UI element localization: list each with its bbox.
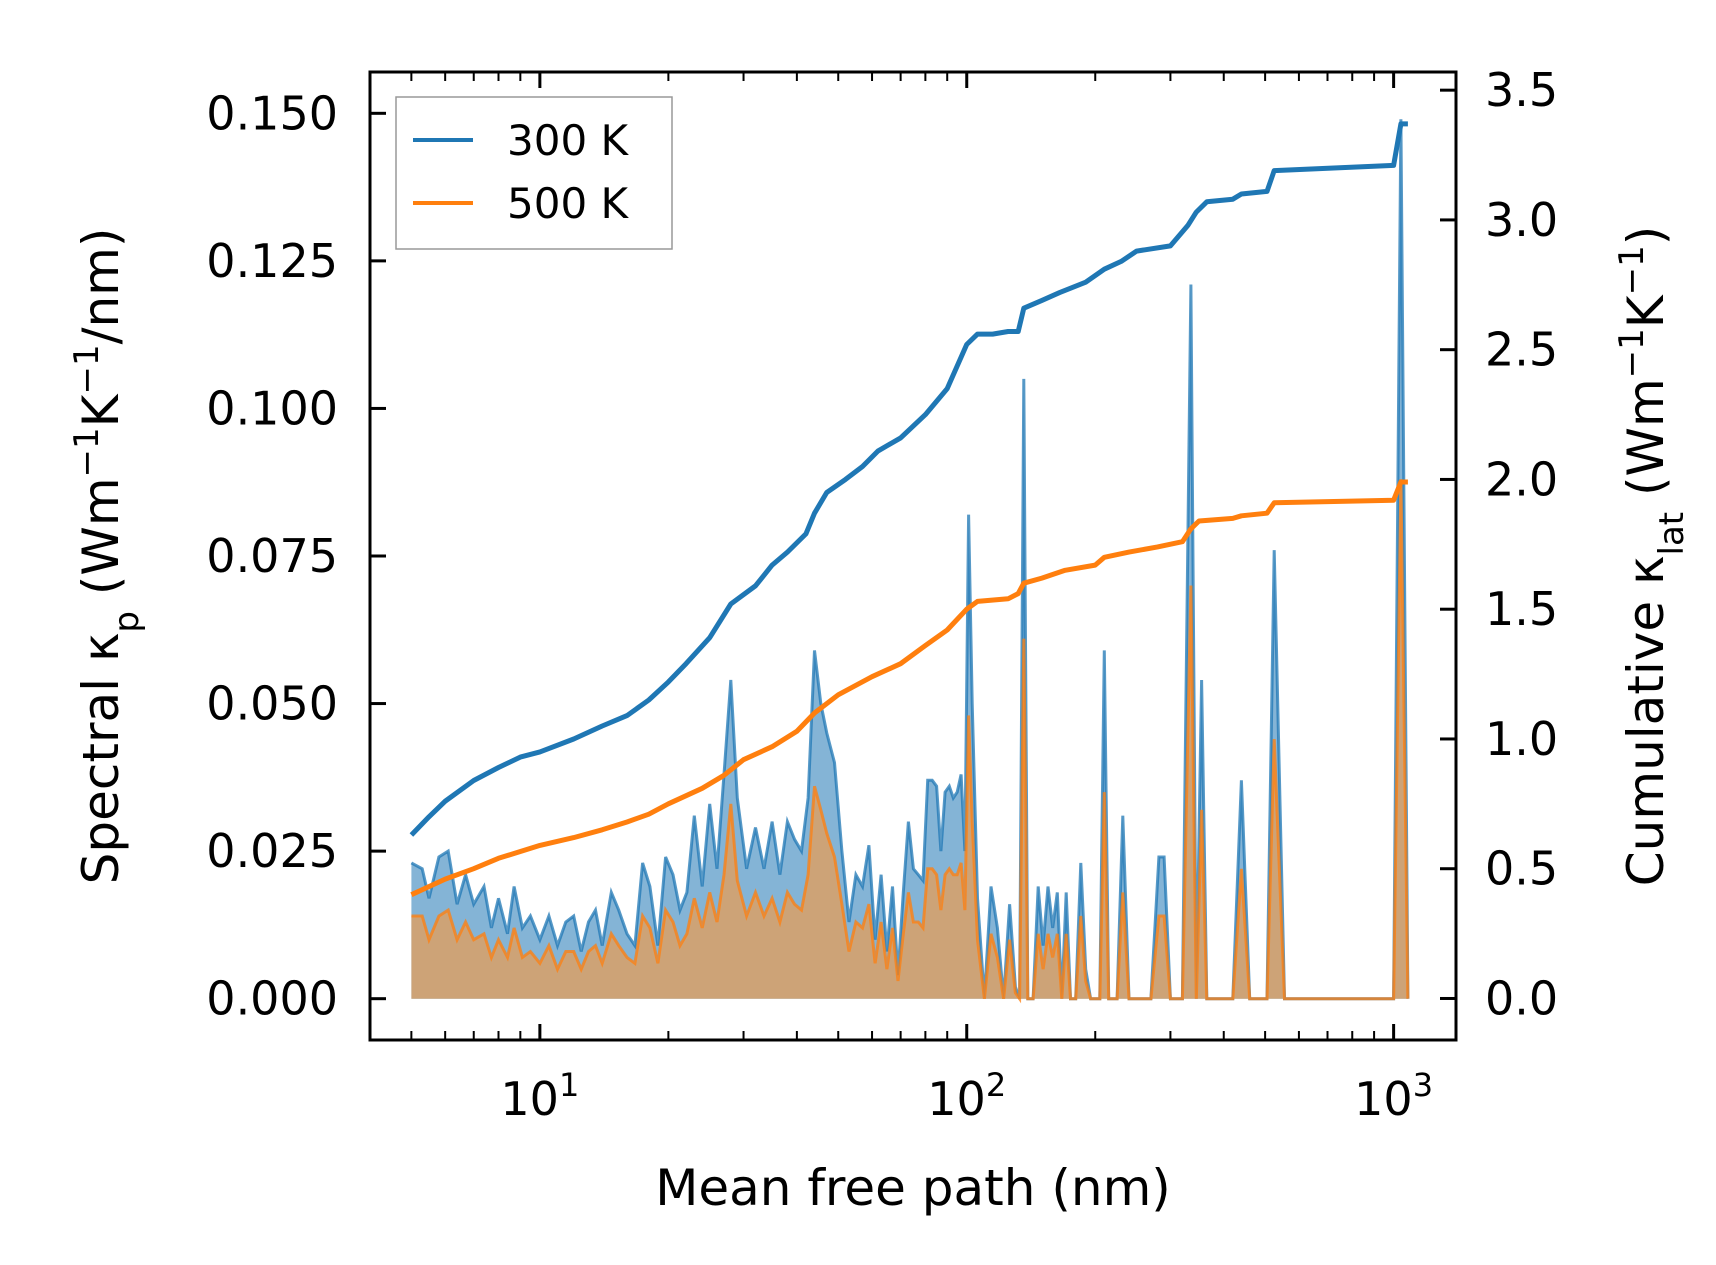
y-right-tick-label: 0.0 bbox=[1485, 971, 1558, 1025]
y-left-tick-label: 0.125 bbox=[206, 234, 338, 288]
cumulative-line-300k bbox=[409, 121, 1408, 837]
y-right-tick-label: 3.5 bbox=[1485, 63, 1558, 117]
y-left-tick-label: 0.025 bbox=[206, 824, 338, 878]
spectral-fills bbox=[410, 119, 1410, 1004]
legend-box bbox=[395, 96, 673, 250]
y-right-tick-label: 2.5 bbox=[1485, 323, 1558, 377]
cumulative-line-500k bbox=[410, 479, 1408, 897]
x-axis-label: Mean free path (nm) bbox=[655, 1159, 1171, 1217]
y-left-tick-label: 0.075 bbox=[206, 529, 338, 583]
legend-label-500k: 500 K bbox=[507, 179, 630, 228]
y-right-tick-label: 1.0 bbox=[1485, 712, 1558, 766]
y-left-tick-label: 0.100 bbox=[206, 381, 338, 435]
y-right-tick-label: 1.5 bbox=[1485, 582, 1558, 636]
spectral-area-300k bbox=[411, 119, 1408, 999]
plot-area bbox=[409, 119, 1410, 1004]
x-tick-label: 103 bbox=[1354, 1066, 1433, 1126]
spectral-line-500k bbox=[411, 479, 1410, 1004]
data-lines bbox=[409, 121, 1408, 897]
x-tick-label: 102 bbox=[927, 1066, 1006, 1126]
legend: 300 K 500 K bbox=[395, 96, 673, 250]
y-right-tick-label: 0.5 bbox=[1485, 842, 1558, 896]
y-left-tick-label: 0.150 bbox=[206, 86, 338, 140]
y-right-tick-label: 3.0 bbox=[1485, 193, 1558, 247]
y-left-tick-label: 0.000 bbox=[206, 972, 338, 1026]
y-right-tick-label: 2.0 bbox=[1485, 452, 1558, 506]
axis-ticks: 101 102 103 0.000 0.025 0.050 0.075 0.100 0.125 0… bbox=[206, 63, 1558, 1126]
y-left-axis-label: Spectral κp (Wm−1K−1/nm) bbox=[67, 228, 147, 885]
legend-label-300k: 300 K bbox=[507, 116, 630, 165]
y-right-axis-label: Cumulative κlat (Wm−1K−1) bbox=[1612, 226, 1692, 886]
spectral-area-500k bbox=[411, 479, 1408, 999]
y-left-tick-label: 0.050 bbox=[206, 677, 338, 731]
x-tick-label: 101 bbox=[500, 1066, 579, 1126]
